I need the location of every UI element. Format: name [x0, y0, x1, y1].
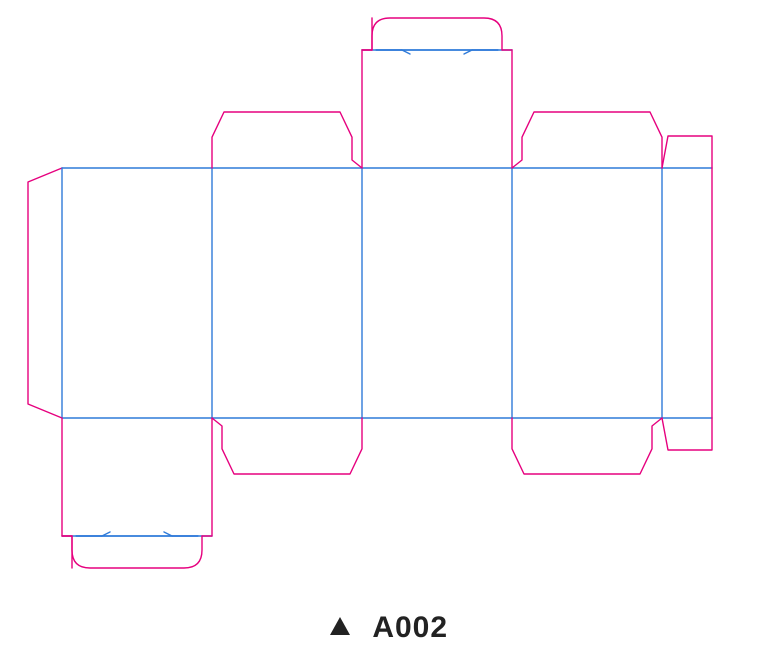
dieline-canvas: A002 [0, 0, 777, 655]
design-code-label: A002 [0, 610, 777, 645]
design-code-text: A002 [372, 611, 448, 645]
triangle-icon [329, 616, 351, 636]
dieline-svg [0, 0, 777, 655]
